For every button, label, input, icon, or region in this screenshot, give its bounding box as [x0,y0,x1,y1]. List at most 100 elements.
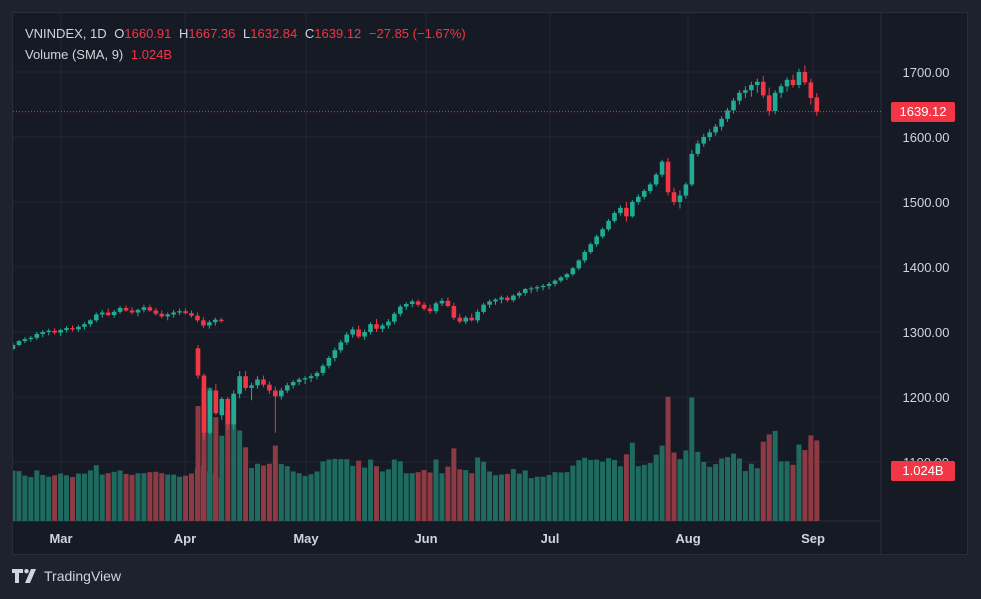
volume-bar [445,466,451,521]
volume-bar [760,441,766,521]
volume-bar [385,469,391,521]
candle-body [731,100,736,111]
candle-body [719,118,724,127]
y-tick-label: 1400.00 [903,260,950,275]
candle-body [344,334,350,343]
candle-body [653,174,659,185]
candle-body [439,300,445,304]
candle-body [475,311,480,321]
volume-bar [600,461,606,521]
volume-bar [504,473,510,521]
candle-body [201,375,207,433]
volume-bar [123,473,129,521]
volume-bar [719,458,725,521]
volume-bar [225,410,231,521]
candle-body [249,385,254,388]
chart-panel[interactable]: 1700.00 1600.00 1500.00 1400.00 1300.00 1200.… [12,12,968,555]
volume-bar [165,474,171,521]
volume-bar [790,464,796,521]
volume-bar [391,459,397,521]
candle-body [392,313,397,322]
candle-body [630,202,635,217]
candle-body [683,184,689,196]
candle-body [279,390,284,397]
y-tick-label: 1300.00 [903,325,950,340]
volume-bar [493,475,498,521]
candle-body [34,333,40,338]
candle-body [267,384,272,391]
candle-body [772,92,778,111]
candle-body [582,252,588,261]
x-tick-label: Sep [801,531,825,546]
candle-body [606,220,611,230]
candle-body [183,311,188,314]
volume-bar [427,472,433,521]
candle-body [308,376,314,379]
candle-body [13,345,16,349]
volume-bar [451,448,457,521]
volume-bar [403,473,409,521]
brand-name: TradingView [44,568,122,584]
candle-body [796,72,802,85]
candle-body [207,390,213,433]
volume-bar [534,476,540,521]
candle-body [784,79,790,87]
ohlc-legend: VNINDEX, 1D O1660.91 H1667.36 L1632.84 C… [25,26,470,41]
volume-bar [665,396,671,521]
volume-bar [284,466,290,521]
volume-value: 1.024B [130,47,173,62]
candle-body [261,379,266,385]
volume-bar [70,477,75,521]
high-value: 1667.36 [188,26,236,41]
volume-bar [201,388,207,521]
volume-bar [659,445,665,521]
volume-bar [742,471,748,521]
volume-bar [606,458,612,521]
candle-body [46,330,51,332]
y-tick-label: 1500.00 [903,195,950,210]
candle-body [701,137,707,144]
volume-bar [683,450,689,521]
candle-body [123,307,129,311]
candle-body [755,81,760,85]
candle-body [88,320,93,325]
candle-body [689,153,695,185]
candle-body [296,379,302,383]
volume-bar [671,452,677,521]
volume-label[interactable]: Volume (SMA, 9) [25,47,124,62]
candle-body [802,72,808,83]
volume-bar [237,430,243,521]
volume-bar [350,465,356,521]
volume-bar [772,430,778,521]
candle-body [213,319,218,323]
last-price-tag: 1639.12 [891,102,955,122]
volume-bar [808,435,814,521]
volume-bar [40,474,46,521]
volume-bar [564,472,570,521]
candle-body [641,190,647,197]
candle-body [141,307,147,310]
candle-body [189,313,194,316]
volume-bar [582,457,588,521]
volume-bar [272,445,278,521]
symbol-label[interactable]: VNINDEX, 1D [25,26,107,41]
candle-body [362,332,367,337]
volume-bar [701,462,707,521]
candle-body [40,332,46,334]
volume-bar [332,458,338,521]
candle-body [415,301,421,305]
volume-bar [207,388,213,521]
candle-body [528,288,534,290]
volume-bar [558,472,564,521]
volume-bar [374,466,379,521]
tradingview-logo[interactable]: TradingView [12,568,121,584]
volume-bar [171,474,177,521]
volume-bar [308,474,314,521]
candlestick-chart[interactable]: 1700.00 1600.00 1500.00 1400.00 1300.00 1200.… [13,13,968,555]
candle-body [409,301,415,305]
volume-bar [528,478,534,521]
candle-body [522,289,528,293]
close-label: C [304,26,315,41]
volume-bar [135,473,141,521]
candle-body [314,372,320,377]
